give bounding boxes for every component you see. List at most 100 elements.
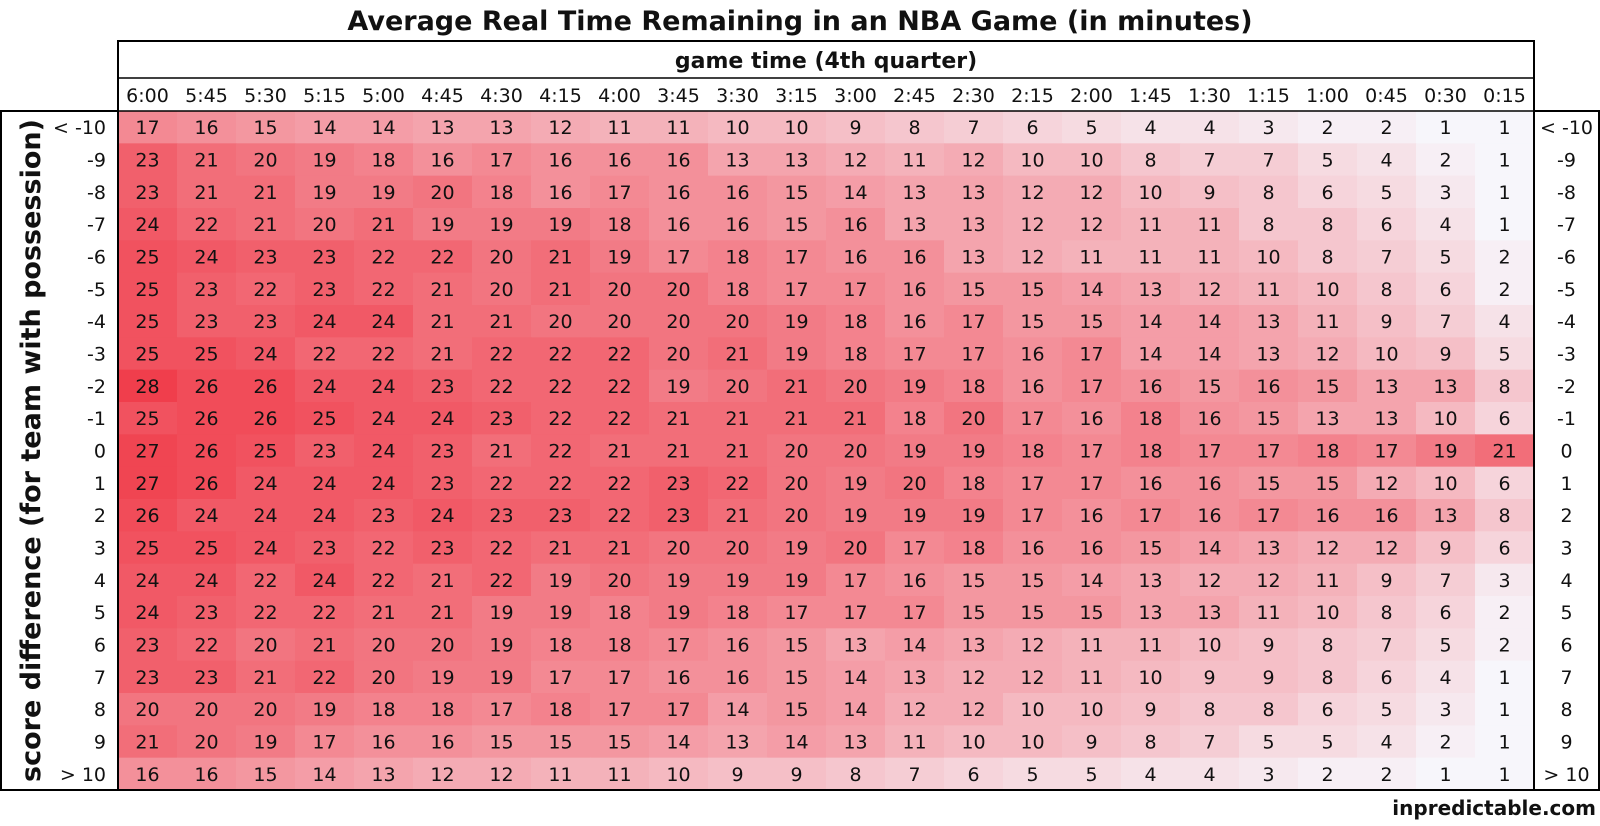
heatmap-cell bbox=[1475, 111, 1535, 144]
heatmap-cell bbox=[1475, 725, 1535, 759]
cell-value-label: 13 bbox=[1374, 408, 1398, 430]
heatmap-cell bbox=[354, 660, 414, 694]
heatmap-cell bbox=[354, 757, 414, 791]
heatmap-cell bbox=[1180, 660, 1240, 694]
heatmap-cell bbox=[1003, 402, 1063, 435]
heatmap-cell bbox=[295, 725, 355, 759]
cell-value-label: 17 bbox=[902, 538, 926, 560]
cell-value-label: 18 bbox=[371, 150, 395, 172]
heatmap-cell bbox=[295, 499, 355, 532]
cell-value-label: 6 bbox=[1380, 667, 1392, 689]
heatmap-cell bbox=[413, 208, 473, 241]
cell-value-label: 16 bbox=[607, 150, 631, 172]
cell-value-label: 20 bbox=[725, 311, 749, 333]
y-tick-label-right: -1 bbox=[1557, 408, 1576, 430]
heatmap-cell bbox=[649, 660, 709, 694]
heatmap-cell bbox=[1121, 402, 1181, 435]
cell-value-label: 27 bbox=[135, 473, 159, 495]
cell-value-label: 12 bbox=[1020, 182, 1044, 204]
heatmap-cell bbox=[118, 143, 178, 177]
heatmap-cell bbox=[826, 757, 886, 791]
heatmap-cell bbox=[944, 143, 1004, 177]
heatmap-cell bbox=[354, 499, 414, 532]
cell-value-label: 20 bbox=[371, 667, 395, 689]
heatmap-cell bbox=[826, 240, 886, 274]
heatmap-cell bbox=[1239, 143, 1299, 177]
heatmap-cell bbox=[413, 369, 473, 403]
cell-value-label: 12 bbox=[1079, 182, 1103, 204]
x-tick-label: 2:45 bbox=[893, 85, 936, 107]
heatmap-cell bbox=[531, 272, 591, 306]
cell-value-label: 18 bbox=[371, 699, 395, 721]
cell-value-label: 25 bbox=[135, 311, 159, 333]
heatmap-cell bbox=[413, 499, 473, 532]
heatmap-cell bbox=[354, 402, 414, 435]
heatmap-cell bbox=[708, 693, 768, 726]
cell-value-label: 18 bbox=[430, 699, 454, 721]
heatmap-cell bbox=[590, 272, 650, 306]
heatmap-cell bbox=[1121, 337, 1181, 371]
heatmap-cell bbox=[1298, 725, 1358, 759]
heatmap-cell bbox=[472, 272, 532, 306]
cell-value-label: 19 bbox=[784, 538, 808, 560]
heatmap-cell bbox=[1298, 272, 1358, 306]
heatmap-cell bbox=[295, 628, 355, 662]
cell-value-label: 14 bbox=[312, 764, 336, 786]
cell-value-label: 21 bbox=[489, 441, 513, 463]
cell-value-label: 21 bbox=[548, 538, 572, 560]
cell-value-label: 15 bbox=[1256, 473, 1280, 495]
heatmap-cell bbox=[118, 725, 178, 759]
heatmap-cell bbox=[1180, 402, 1240, 435]
cell-value-label: 13 bbox=[1433, 505, 1457, 527]
heatmap-cell bbox=[413, 596, 473, 629]
heatmap-cell bbox=[649, 305, 709, 338]
cell-value-label: 14 bbox=[666, 732, 690, 754]
heatmap-cell bbox=[1475, 240, 1535, 274]
cell-value-label: 16 bbox=[1020, 344, 1044, 366]
cell-value-label: 13 bbox=[725, 150, 749, 172]
heatmap-cell bbox=[1475, 563, 1535, 597]
cell-value-label: 19 bbox=[312, 150, 336, 172]
heatmap-cell bbox=[1239, 499, 1299, 532]
cell-value-label: 16 bbox=[430, 150, 454, 172]
heatmap-cell bbox=[531, 596, 591, 629]
cell-value-label: 16 bbox=[666, 214, 690, 236]
cell-value-label: 20 bbox=[430, 635, 454, 657]
cell-value-label: 8 bbox=[1321, 214, 1333, 236]
heatmap-cell bbox=[472, 305, 532, 338]
heatmap-cell bbox=[826, 305, 886, 338]
cell-value-label: 23 bbox=[135, 667, 159, 689]
cell-value-label: 6 bbox=[1498, 408, 1510, 430]
x-tick-label: 0:30 bbox=[1424, 85, 1467, 107]
x-tick-label: 2:15 bbox=[1011, 85, 1054, 107]
cell-value-label: 15 bbox=[548, 732, 572, 754]
heatmap-cell bbox=[885, 757, 945, 791]
heatmap-cell bbox=[531, 175, 591, 209]
x-tick-label: 1:00 bbox=[1306, 85, 1349, 107]
y-tick-label-right: -9 bbox=[1557, 150, 1576, 172]
heatmap-cell bbox=[1298, 563, 1358, 597]
cell-value-label: 20 bbox=[312, 214, 336, 236]
cell-value-label: 19 bbox=[489, 214, 513, 236]
cell-value-label: 2 bbox=[1321, 117, 1333, 139]
cell-value-label: 22 bbox=[489, 570, 513, 592]
cell-value-label: 23 bbox=[312, 538, 336, 560]
cell-value-label: 10 bbox=[1256, 247, 1280, 269]
heatmap-cell bbox=[1121, 111, 1181, 144]
cell-value-label: 22 bbox=[607, 376, 631, 398]
cell-value-label: 12 bbox=[902, 699, 926, 721]
heatmap-cell bbox=[354, 305, 414, 338]
cell-value-label: 9 bbox=[1439, 344, 1451, 366]
cell-value-label: 23 bbox=[666, 505, 690, 527]
cell-value-label: 14 bbox=[902, 635, 926, 657]
cell-value-label: 5 bbox=[1380, 699, 1392, 721]
cell-value-label: 20 bbox=[902, 473, 926, 495]
cell-value-label: 10 bbox=[1138, 182, 1162, 204]
cell-value-label: 15 bbox=[784, 699, 808, 721]
cell-value-label: 16 bbox=[725, 635, 749, 657]
cell-value-label: 18 bbox=[607, 635, 631, 657]
heatmap-cell bbox=[118, 175, 178, 209]
heatmap-cell bbox=[472, 434, 532, 468]
cell-value-label: 12 bbox=[843, 150, 867, 172]
heatmap-cell bbox=[472, 531, 532, 565]
